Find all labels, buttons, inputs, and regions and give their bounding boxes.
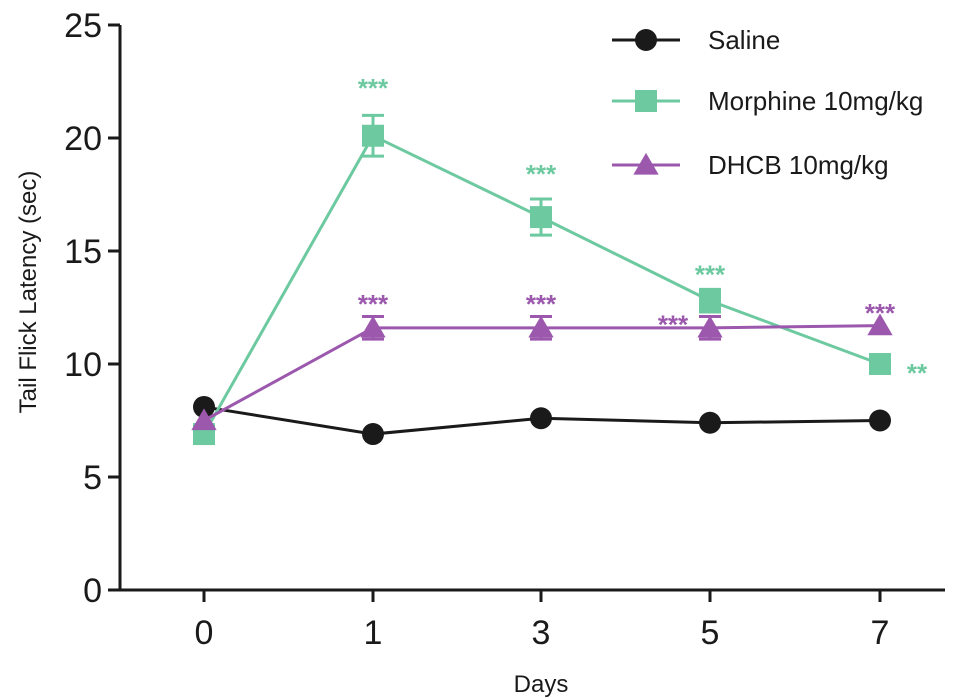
series-saline [193,395,891,446]
data-point [699,289,721,312]
data-point [530,407,552,430]
legend: Saline Morphine 10mg/kg DHCB 10mg/kg [612,25,923,180]
y-axis-title: Tail Flick Latency (sec) [15,171,42,414]
x-tick-label: 0 [195,614,214,652]
data-point [362,124,384,147]
annotation-layer: ************** ****** *** [358,73,928,388]
data-point [530,206,552,229]
legend-item: Morphine 10mg/kg [612,86,923,116]
y-tick-label: 5 [83,459,102,497]
legend-label: Morphine 10mg/kg [708,86,923,116]
legend-marker [635,29,657,51]
data-point [362,423,384,446]
y-tick-label: 20 [64,120,102,158]
legend-item: Saline [612,25,780,55]
legend-item: DHCB 10mg/kg [612,150,889,180]
x-tick-label: 3 [532,614,551,652]
series-morphine-10mg-kg [193,113,891,446]
significance-label: ** [907,358,928,388]
data-point [193,395,215,418]
x-tick-label: 5 [701,614,720,652]
x-tick-label: 7 [871,614,890,652]
data-point [869,409,891,432]
data-point [867,313,893,336]
legend-marker [635,90,657,112]
axes: 0 5 10 15 20 25 0 1 3 5 7 [64,7,945,652]
significance-label: *** [658,309,689,339]
data-point [360,315,386,338]
legend-label: Saline [708,25,780,55]
data-point [528,315,554,338]
significance-label: *** [358,73,389,103]
y-tick-label: 10 [64,346,102,384]
data-point [869,353,891,375]
legend-label: DHCB 10mg/kg [708,150,889,180]
y-tick-label: 25 [64,7,102,45]
series-layer [191,113,893,446]
series-dhcb-10mg-kg [191,313,893,431]
x-axis-title: Days [514,671,569,698]
y-tick-label: 15 [64,233,102,271]
x-tick-label: 1 [364,614,383,652]
legend-marker [633,152,659,175]
significance-label: *** [865,298,896,328]
significance-label: *** [526,289,557,319]
significance-label: *** [358,289,389,319]
data-point [191,408,217,431]
data-point [699,411,721,434]
significance-label: *** [526,159,557,189]
data-point [697,315,723,338]
significance-label: *** [695,260,726,290]
y-tick-label: 0 [83,572,102,610]
